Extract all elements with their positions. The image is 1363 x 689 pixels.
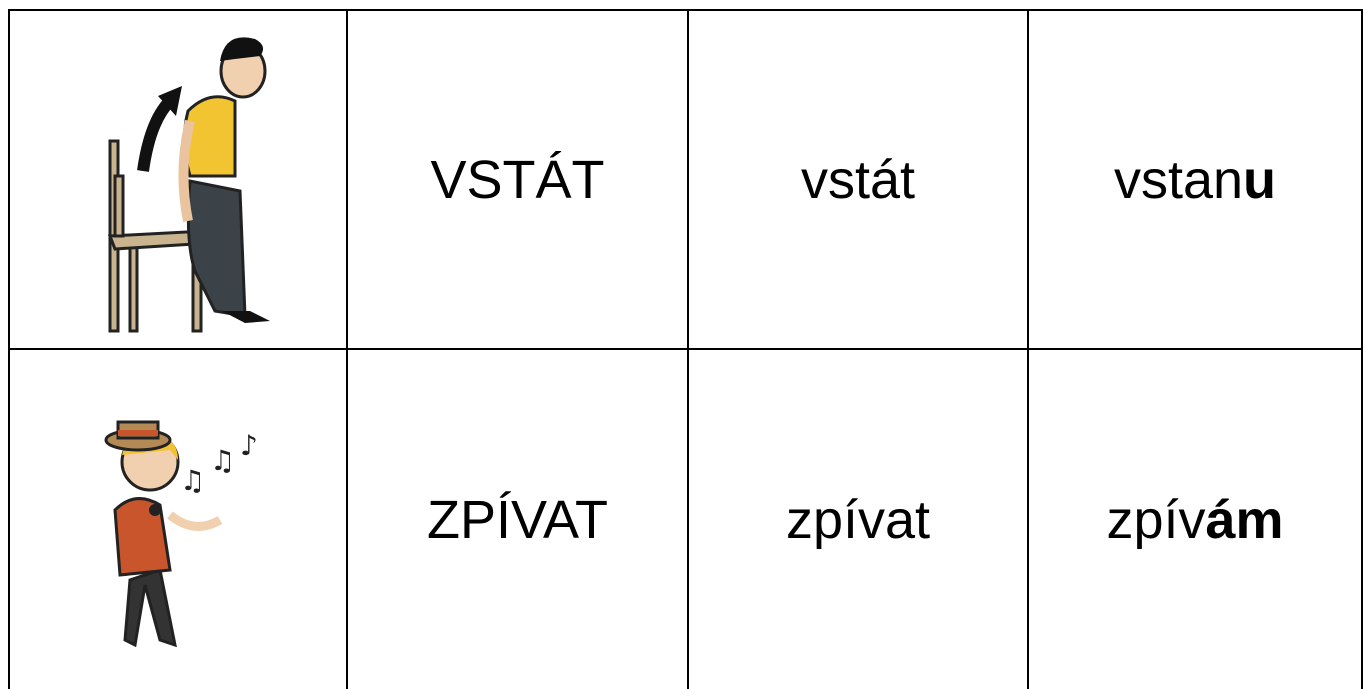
cell-text: ZPÍVAT	[426, 489, 608, 550]
infinitive-caps: VSTÁT	[348, 11, 687, 348]
infinitive: vstát	[689, 11, 1027, 348]
row-divider	[8, 348, 1363, 350]
column-divider	[1027, 9, 1029, 689]
word-stem: zpív	[1106, 489, 1206, 550]
word-table: VSTÁT vstát vstan u ♫ ♫ ♪ ZPÍVAT zpívat zpí…	[8, 9, 1363, 689]
cell-text: zpívat	[785, 489, 931, 550]
infinitive-caps: ZPÍVAT	[348, 350, 687, 689]
cell-text: VSTÁT	[430, 149, 605, 210]
picture-cell	[10, 11, 346, 348]
table-border	[8, 9, 1363, 11]
word-stem: vstan	[1113, 149, 1244, 210]
table-border	[8, 9, 10, 689]
word-ending: ám	[1205, 489, 1284, 550]
table-border	[1361, 9, 1363, 689]
conjugated-form: zpív ám	[1029, 350, 1361, 689]
column-divider	[687, 9, 689, 689]
word-ending: u	[1243, 149, 1277, 210]
svg-text:♫: ♫	[180, 464, 205, 497]
cell-text: vstát	[800, 149, 916, 210]
stand-up-illustration	[107, 37, 270, 333]
svg-text:♪: ♪	[240, 429, 258, 462]
picture-cell: ♫ ♫ ♪	[10, 350, 346, 689]
infinitive: zpívat	[689, 350, 1027, 689]
singer-illustration: ♫♫ ♪	[104, 420, 258, 648]
conjugated-form: vstan u	[1029, 11, 1361, 348]
svg-text:♫: ♫	[210, 444, 235, 477]
column-divider	[346, 9, 348, 689]
